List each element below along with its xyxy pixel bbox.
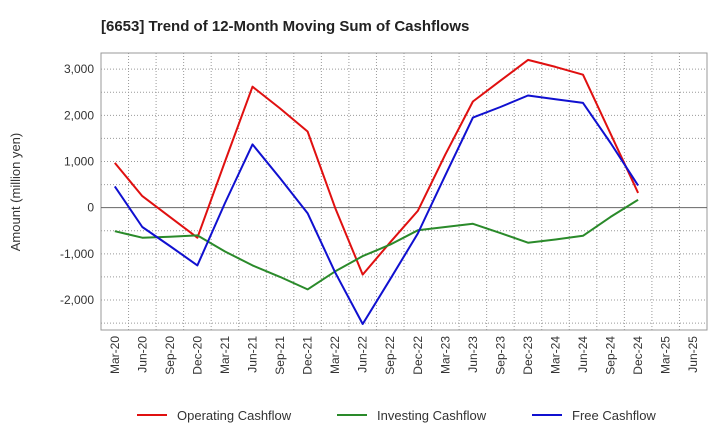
y-axis-label: Amount (million yen)	[8, 133, 23, 252]
chart-title: [6653] Trend of 12-Month Moving Sum of C…	[101, 18, 469, 35]
x-tick-label: Sep-21	[273, 336, 287, 375]
x-tick-label: Jun-24	[576, 336, 590, 373]
x-tick-label: Mar-23	[438, 336, 452, 374]
y-axis-ticks: -2,000 -1,000 0 1,000 2,000 3,000	[60, 62, 94, 307]
x-tick-label: Dec-23	[521, 336, 535, 375]
y-tick-label: 0	[87, 201, 94, 215]
x-tick-label: Sep-22	[383, 336, 397, 375]
legend-label: Operating Cashflow	[177, 408, 292, 423]
x-tick-label: Jun-22	[356, 336, 370, 373]
x-tick-label: Mar-22	[328, 336, 342, 374]
x-tick-label: Jun-21	[246, 336, 260, 373]
series-line-investing-cashflow	[114, 198, 639, 291]
legend: Operating Cashflow Investing Cashflow Free…	[137, 408, 656, 423]
y-tick-label: 1,000	[64, 154, 94, 168]
series-line-free-cashflow	[113, 94, 639, 325]
x-tick-label: Mar-20	[108, 336, 122, 374]
x-tick-label: Jun-20	[135, 336, 149, 373]
x-tick-label: Sep-24	[604, 336, 618, 375]
y-tick-label: -2,000	[60, 293, 94, 307]
x-axis-ticks: Mar-20 Jun-20 Sep-20 Dec-20 Mar-21 Jun-21 Sep-…	[108, 336, 700, 375]
x-tick-label: Mar-21	[218, 336, 232, 374]
legend-item-free-cashflow: Free Cashflow	[532, 408, 656, 423]
y-tick-label: -1,000	[60, 247, 94, 261]
legend-label: Investing Cashflow	[377, 408, 487, 423]
x-tick-label: Sep-20	[163, 336, 177, 375]
legend-label: Free Cashflow	[572, 408, 656, 423]
x-tick-label: Dec-24	[631, 336, 645, 375]
x-tick-label: Dec-21	[301, 336, 315, 375]
legend-item-operating-cashflow: Operating Cashflow	[137, 408, 292, 423]
series-line-operating-cashflow	[114, 58, 640, 276]
x-tick-label: Mar-24	[549, 336, 563, 374]
y-tick-label: 3,000	[64, 62, 94, 76]
y-tick-label: 2,000	[64, 108, 94, 122]
x-tick-label: Jun-25	[686, 336, 700, 373]
series-lines	[113, 58, 640, 325]
grid-lines	[101, 53, 707, 330]
x-tick-label: Jun-23	[466, 336, 480, 373]
x-tick-label: Sep-23	[493, 336, 507, 375]
x-tick-label: Dec-20	[190, 336, 204, 375]
x-tick-label: Dec-22	[411, 336, 425, 375]
x-tick-label: Mar-25	[659, 336, 673, 374]
legend-item-investing-cashflow: Investing Cashflow	[337, 408, 487, 423]
